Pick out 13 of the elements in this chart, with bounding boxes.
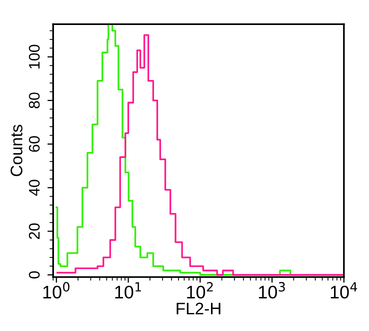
x-tick-label: 10$^{1}$: [115, 282, 141, 299]
y-tick-label: 100: [28, 44, 40, 68]
y-axis-title: Counts: [10, 124, 22, 176]
y-tick-label: 40: [28, 180, 40, 196]
y-tick-label: 20: [28, 223, 40, 239]
x-axis-title: FL2-H: [176, 302, 220, 314]
y-tick-label: 60: [28, 136, 40, 152]
x-tick-label: 10$^{4}$: [330, 282, 358, 299]
x-tick-label: 10$^{0}$: [43, 282, 70, 299]
x-tick-label: 10$^{2}$: [187, 282, 213, 299]
x-tick-label: 10$^{3}$: [258, 282, 285, 299]
y-tick-label: 0: [28, 271, 40, 279]
y-tick-label: 80: [28, 92, 40, 108]
